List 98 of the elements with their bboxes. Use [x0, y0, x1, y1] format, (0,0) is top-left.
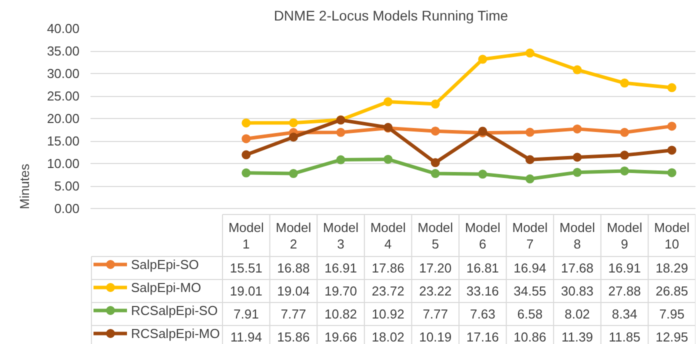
data-label: 18.29 — [656, 260, 688, 276]
point — [478, 170, 488, 179]
point — [288, 118, 298, 128]
data-label: 15.51 — [230, 260, 262, 276]
point — [336, 155, 346, 164]
data-label: 19.70 — [324, 284, 358, 298]
x-tick-label: Model 4 — [370, 220, 406, 252]
data-label: 17.86 — [372, 260, 404, 276]
data-label: 11.94 — [230, 330, 262, 344]
point — [384, 97, 393, 106]
data-label: 16.88 — [277, 260, 310, 276]
point — [620, 150, 630, 160]
point — [242, 118, 251, 128]
data-label: 7.77 — [280, 306, 306, 322]
data-label: 17.16 — [466, 330, 499, 344]
point — [620, 78, 630, 88]
data-label: 10.92 — [372, 306, 404, 322]
y-tick-label: 25.00 — [46, 88, 80, 104]
point — [242, 150, 251, 160]
y-tick-label: 5.00 — [54, 178, 80, 194]
point — [667, 122, 676, 131]
point — [525, 155, 534, 164]
point — [525, 48, 534, 58]
legend-label: SalpEpi-MO — [131, 278, 202, 297]
y-tick-label: 30.00 — [46, 66, 80, 81]
data-label: 7.77 — [422, 306, 448, 322]
point — [572, 124, 582, 134]
data-label: 10.82 — [324, 306, 358, 322]
x-tick-label: Model 2 — [276, 220, 312, 252]
x-tick-label: Model 7 — [512, 220, 548, 252]
data-label: 19.04 — [277, 284, 310, 298]
x-tick-label: Model 1 — [228, 220, 264, 252]
x-tick-label: Model 9 — [606, 220, 642, 252]
data-label: 19.66 — [324, 330, 358, 344]
data-label: 7.63 — [470, 306, 496, 322]
data-label: 12.95 — [656, 330, 688, 344]
legend-label: SalpEpi-SO — [131, 256, 199, 274]
y-tick-label: 35.00 — [46, 44, 80, 58]
point — [620, 166, 630, 176]
y-axis-title: Minutes — [16, 163, 32, 210]
data-label: 15.86 — [277, 330, 310, 344]
point — [430, 158, 440, 168]
data-label: 10.86 — [514, 330, 546, 344]
legend-label: RCSalpEpi-SO — [131, 302, 218, 320]
point — [242, 134, 251, 144]
data-label: 16.94 — [514, 260, 546, 276]
data-label: 16.91 — [324, 260, 358, 276]
data-label: 8.02 — [564, 306, 590, 322]
data-label: 8.34 — [612, 306, 638, 322]
data-label: 6.58 — [517, 306, 543, 322]
point — [620, 128, 630, 137]
point — [478, 54, 488, 64]
data-label: 33.16 — [466, 284, 499, 298]
y-tick-label: 20.00 — [46, 111, 80, 126]
point — [667, 146, 676, 155]
data-label: 34.55 — [514, 284, 546, 298]
point — [430, 126, 440, 136]
point — [572, 65, 582, 74]
point — [667, 168, 676, 178]
x-tick-label: Model 5 — [418, 220, 454, 252]
point — [288, 132, 298, 142]
data-label: 27.88 — [608, 284, 641, 298]
chart-title: DNME 2-Locus Models Running Time — [274, 8, 508, 24]
data-label: 19.01 — [230, 284, 262, 298]
point — [572, 168, 582, 177]
data-label: 11.39 — [561, 330, 594, 344]
x-tick-label: Model 8 — [560, 220, 596, 252]
data-label: 17.68 — [560, 260, 594, 276]
data-label: 23.72 — [372, 284, 404, 298]
data-label: 16.81 — [466, 260, 499, 276]
data-label: 16.91 — [608, 260, 641, 276]
x-tick-label: Model 3 — [323, 220, 359, 252]
data-label: 23.22 — [419, 284, 452, 298]
y-tick-label: 15.00 — [46, 134, 80, 148]
point — [384, 154, 393, 164]
legend-label: RCSalpEpi-MO — [131, 324, 220, 343]
point — [430, 169, 440, 178]
point — [336, 128, 346, 137]
data-label: 26.85 — [656, 284, 688, 298]
point — [288, 169, 298, 178]
point — [430, 100, 440, 108]
y-tick-label: 40.00 — [46, 21, 80, 36]
data-label: 10.19 — [419, 330, 452, 344]
point — [572, 152, 582, 162]
x-tick-label: Model 6 — [464, 220, 500, 252]
data-label: 11.85 — [608, 330, 640, 344]
x-tick-label: Model 10 — [654, 220, 690, 252]
data-label: 18.02 — [372, 330, 404, 344]
y-tick-label: 10.00 — [46, 156, 80, 171]
data-label: 17.20 — [419, 260, 452, 276]
data-label: 7.95 — [659, 306, 685, 322]
point — [667, 83, 676, 92]
point — [525, 128, 534, 137]
point — [242, 168, 251, 178]
point — [525, 174, 534, 184]
data-label: 30.83 — [560, 284, 594, 298]
y-tick-label: 0.00 — [54, 201, 80, 216]
data-label: 7.91 — [234, 306, 259, 322]
